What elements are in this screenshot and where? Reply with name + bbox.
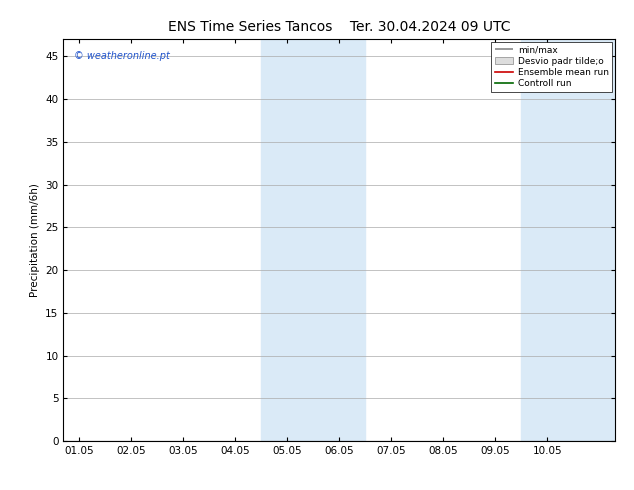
Text: © weatheronline.pt: © weatheronline.pt bbox=[74, 51, 171, 61]
Bar bbox=[521, 39, 615, 441]
Legend: min/max, Desvio padr tilde;o, Ensemble mean run, Controll run: min/max, Desvio padr tilde;o, Ensemble m… bbox=[491, 42, 612, 92]
Y-axis label: Precipitation (mm/6h): Precipitation (mm/6h) bbox=[30, 183, 40, 297]
Title: ENS Time Series Tancos    Ter. 30.04.2024 09 UTC: ENS Time Series Tancos Ter. 30.04.2024 0… bbox=[168, 20, 510, 34]
Bar bbox=[261, 39, 365, 441]
